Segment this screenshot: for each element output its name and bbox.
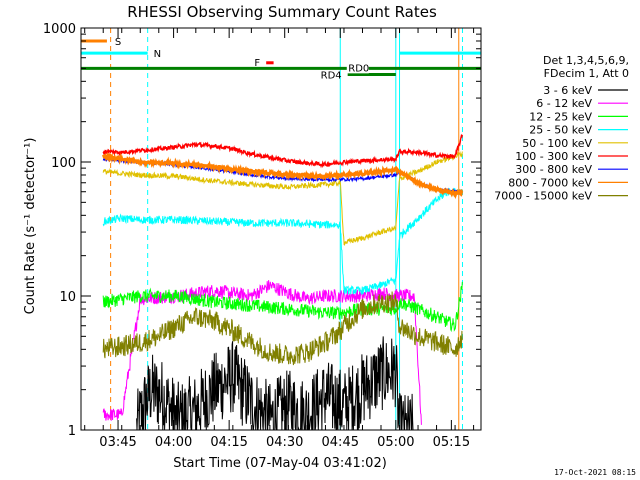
state-label-s-1: S	[115, 37, 121, 48]
footer-timestamp: 17-Oct-2021 08:15	[554, 468, 636, 477]
state-label-rd0-5: RD0	[348, 63, 369, 74]
legend: Det 1,3,4,5,6,9,FDecim 1, Att 0 3 - 6 keV…	[494, 54, 629, 203]
state-label-f-4: F	[254, 58, 260, 69]
legend-label-3-6-kev: 3 - 6 keV	[543, 84, 592, 97]
series-3-6-kev	[136, 336, 414, 430]
state-label-rd4-6: RD4	[321, 70, 342, 81]
legend-header-2: FDecim 1, Att 0	[544, 67, 629, 80]
x-tick-label-03-45: 03:45	[99, 435, 136, 450]
y-tick-label-1: 1	[68, 424, 76, 439]
y-axis-label: Count Rate (s⁻¹ detector⁻¹)	[23, 138, 38, 315]
y-tick-label-10: 10	[59, 290, 76, 305]
legend-label-7000-15000-kev: 7000 - 15000 keV	[494, 190, 592, 203]
series-7000-15000-kev	[102, 291, 463, 366]
series-25-50-kev	[102, 187, 463, 296]
legend-label-12-25-kev: 12 - 25 keV	[529, 110, 592, 123]
legend-label-25-50-kev: 25 - 50 keV	[529, 124, 592, 137]
state-bars: S N F RD0 RD4	[81, 37, 481, 81]
y-tick-label-100: 100	[51, 156, 76, 171]
axes: 1 10 100 1000 03:45 04:00 04:15 04:30 04:45 05:00…	[43, 22, 482, 450]
vertical-markers	[110, 28, 463, 430]
x-tick-label-04-30: 04:30	[266, 435, 303, 450]
legend-label-800-7000-kev: 800 - 7000 keV	[508, 176, 592, 189]
series-group	[101, 133, 464, 430]
x-tick-label-04-15: 04:15	[210, 435, 247, 450]
x-tick-label-05-15: 05:15	[433, 435, 470, 450]
series-50-100-kev	[102, 150, 463, 246]
series-800-7000-kev	[101, 151, 464, 200]
legend-label-100-300-kev: 100 - 300 keV	[515, 150, 592, 163]
chart-text: RHESSI Observing Summary Count Rates Sta…	[23, 3, 636, 477]
series-12-25-kev	[102, 281, 463, 333]
series-100-300-kev	[102, 133, 463, 169]
state-label-bg-5	[346, 62, 369, 74]
legend-header-1: Det 1,3,4,5,6,9,	[543, 54, 629, 67]
x-tick-label-04-45: 04:45	[322, 435, 359, 450]
chart-title: RHESSI Observing Summary Count Rates	[127, 3, 437, 21]
x-tick-label-04-00: 04:00	[155, 435, 192, 450]
plot-frame	[80, 27, 482, 431]
legend-label-50-100-kev: 50 - 100 keV	[522, 137, 592, 150]
x-tick-label-05-00: 05:00	[377, 435, 414, 450]
x-axis-label: Start Time (07-May-04 03:41:02)	[173, 456, 387, 471]
y-tick-label-1000: 1000	[43, 22, 76, 37]
legend-label-6-12-kev: 6 - 12 keV	[536, 97, 592, 110]
state-label-n-2: N	[154, 49, 161, 60]
legend-label-300-800-kev: 300 - 800 keV	[515, 163, 592, 176]
